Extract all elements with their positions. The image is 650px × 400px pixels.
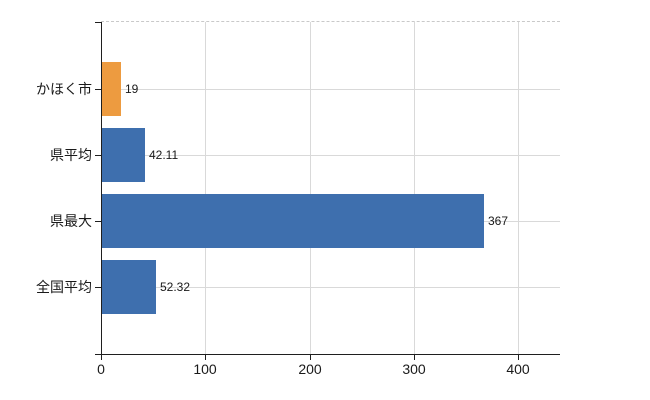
y-axis xyxy=(101,22,102,354)
plot-top-border xyxy=(101,21,560,22)
chart-bar xyxy=(101,260,156,314)
chart-bar xyxy=(101,62,121,116)
x-axis-tick xyxy=(310,354,311,360)
vertical-gridline xyxy=(310,22,311,354)
category-label: 県平均 xyxy=(50,147,92,163)
x-axis-tick xyxy=(101,354,102,360)
x-axis-tick xyxy=(518,354,519,360)
x-tick-label: 300 xyxy=(402,361,426,377)
vertical-gridline xyxy=(414,22,415,354)
x-tick-label: 100 xyxy=(193,361,217,377)
horizontal-gridline xyxy=(101,287,560,288)
y-axis-tick xyxy=(95,155,101,156)
horizontal-gridline xyxy=(101,155,560,156)
chart-bar xyxy=(101,194,484,248)
x-axis-tick xyxy=(414,354,415,360)
horizontal-gridline xyxy=(101,89,560,90)
category-label: かほく市 xyxy=(36,81,92,97)
bar-value-label: 367 xyxy=(488,214,509,228)
x-tick-label: 0 xyxy=(97,361,105,377)
category-label: 全国平均 xyxy=(36,279,92,295)
chart-bar xyxy=(101,128,145,182)
y-axis-tick xyxy=(95,89,101,90)
y-axis-tick xyxy=(95,221,101,222)
x-tick-label: 200 xyxy=(298,361,322,377)
bar-value-label: 19 xyxy=(125,82,139,96)
y-axis-tick xyxy=(95,22,101,23)
x-axis xyxy=(95,354,560,355)
category-label: 県最大 xyxy=(50,213,92,229)
bar-value-label: 52.32 xyxy=(160,280,191,294)
vertical-gridline xyxy=(518,22,519,354)
bar-value-label: 42.11 xyxy=(149,148,179,162)
vertical-gridline xyxy=(205,22,206,354)
x-axis-tick xyxy=(205,354,206,360)
y-axis-tick xyxy=(95,287,101,288)
x-tick-label: 400 xyxy=(506,361,530,377)
